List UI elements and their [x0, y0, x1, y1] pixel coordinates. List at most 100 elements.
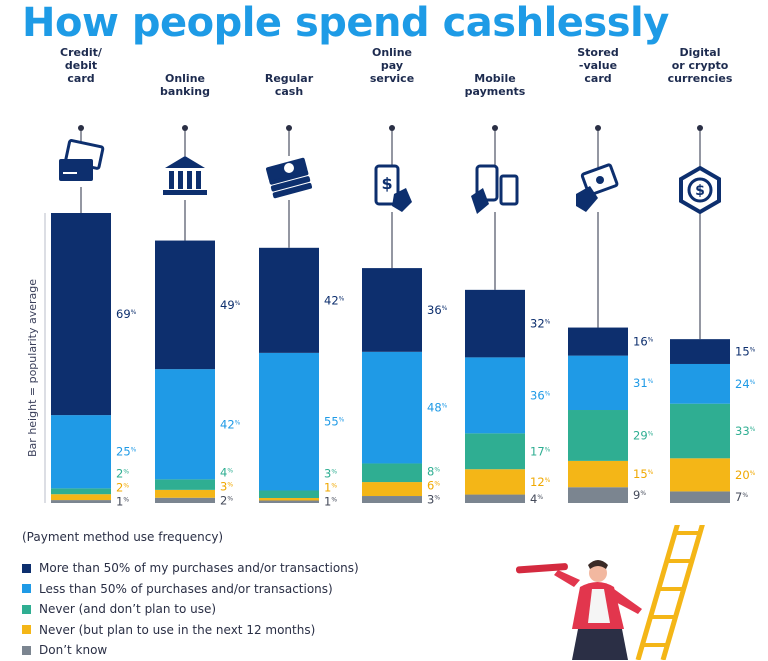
value-label: 6%: [427, 479, 440, 493]
stacked-bar-chart: Bar height = popularity average $ $ Credi…: [26, 46, 756, 509]
bar-segment: [568, 410, 628, 461]
legend-swatch: [22, 625, 31, 635]
crypto-currency-icon: $: [676, 165, 724, 215]
bar-segment: [670, 458, 730, 492]
bar-segment: [362, 268, 422, 352]
value-label: 49%: [220, 298, 241, 312]
bar-segment: [362, 463, 422, 483]
svg-text:$: $: [695, 183, 705, 199]
bar-segment: [465, 433, 525, 470]
bar-segment: [155, 497, 215, 503]
bar-segment: [51, 213, 111, 416]
bar-segment: [259, 490, 319, 498]
bar-segment: [259, 500, 319, 503]
phone-pay-icon: $: [368, 164, 416, 212]
category-label: Digital or crypto currencies: [668, 46, 733, 85]
value-label: 42%: [324, 293, 345, 307]
legend-label: Never (but plan to use in the next 12 mo…: [39, 622, 316, 637]
bar-segment: [465, 357, 525, 434]
cash-icon: [265, 156, 313, 200]
mobile-payment-icon: [471, 164, 519, 214]
bar-segment: [51, 415, 111, 489]
value-label: 12%: [530, 475, 551, 489]
legend-title: (Payment method use frequency): [22, 530, 224, 544]
bar-segment: [362, 482, 422, 497]
stored-value-card-icon: [574, 163, 622, 212]
value-label: 1%: [324, 481, 337, 495]
value-label: 4%: [530, 492, 543, 506]
bar-segment: [465, 494, 525, 503]
page-title: How people spend cashlessly: [22, 0, 669, 46]
legend-item: Never (and don’t plan to use): [22, 599, 359, 620]
value-label: 9%: [633, 488, 646, 502]
legend-swatch: [22, 584, 31, 594]
bar-segment: [670, 403, 730, 459]
value-label: 29%: [633, 428, 654, 442]
bar-segment: [259, 352, 319, 491]
bar-segment: [51, 488, 111, 495]
svg-text:$: $: [381, 174, 392, 193]
value-label: 33%: [735, 424, 756, 438]
value-label: 15%: [735, 345, 756, 359]
legend-label: More than 50% of my purchases and/or tra…: [39, 561, 359, 576]
category-label: Online pay service: [370, 46, 414, 85]
bar-segment: [568, 487, 628, 503]
value-label: 2%: [116, 481, 129, 495]
bar-segment: [155, 369, 215, 480]
bar-segment: [465, 289, 525, 358]
telescope-ladder-illustration: [515, 525, 705, 660]
bar-segment: [51, 494, 111, 501]
bar-segment: [670, 491, 730, 503]
bar-segment: [259, 497, 319, 501]
value-label: 31%: [633, 376, 654, 390]
credit-card-icon: [57, 139, 105, 187]
value-label: 3%: [220, 479, 233, 493]
value-label: 3%: [324, 467, 337, 481]
legend: More than 50% of my purchases and/or tra…: [22, 558, 359, 661]
legend-label: Less than 50% of purchases and/or transa…: [39, 581, 333, 596]
bar-segment: [568, 460, 628, 488]
legend-swatch: [22, 645, 31, 655]
legend-item: Never (but plan to use in the next 12 mo…: [22, 620, 359, 641]
value-label: 2%: [116, 467, 129, 481]
category-label: Mobile payments: [465, 72, 526, 98]
value-label: 1%: [324, 495, 337, 509]
value-label: 24%: [735, 377, 756, 391]
value-label: 48%: [427, 401, 448, 415]
legend-item: Don’t know: [22, 640, 359, 661]
value-label: 32%: [530, 317, 551, 331]
legend-item: Less than 50% of purchases and/or transa…: [22, 579, 359, 600]
value-label: 17%: [530, 444, 551, 458]
ladder-icon: [635, 525, 705, 660]
person-icon: [515, 560, 642, 660]
value-label: 20%: [735, 468, 756, 482]
bank-icon: [161, 156, 209, 200]
value-label: 25%: [116, 445, 137, 459]
category-label: Online banking: [160, 72, 210, 98]
category-label: Credit/debit card: [60, 46, 103, 85]
bar-segment: [465, 469, 525, 495]
bar-segment: [155, 479, 215, 490]
bar-segment: [670, 339, 730, 364]
bar-segment: [155, 240, 215, 370]
value-label: 69%: [116, 307, 137, 321]
value-label: 55%: [324, 415, 345, 429]
value-label: 42%: [220, 417, 241, 431]
value-label: 7%: [735, 490, 748, 504]
legend-swatch: [22, 604, 31, 614]
bar-segment: [259, 247, 319, 353]
bar-segment: [362, 496, 422, 503]
bar-segment: [670, 363, 730, 404]
legend-label: Never (and don’t plan to use): [39, 602, 217, 617]
bar-segment: [568, 327, 628, 356]
bar-segment: [51, 500, 111, 503]
value-label: 1%: [116, 495, 129, 509]
value-label: 15%: [633, 467, 654, 481]
value-label: 16%: [633, 335, 654, 349]
category-label: Regular cash: [265, 72, 314, 98]
value-label: 36%: [427, 303, 448, 317]
legend-item: More than 50% of my purchases and/or tra…: [22, 558, 359, 579]
value-label: 4%: [220, 465, 233, 479]
bar-segment: [362, 351, 422, 464]
bar-segment: [568, 355, 628, 411]
